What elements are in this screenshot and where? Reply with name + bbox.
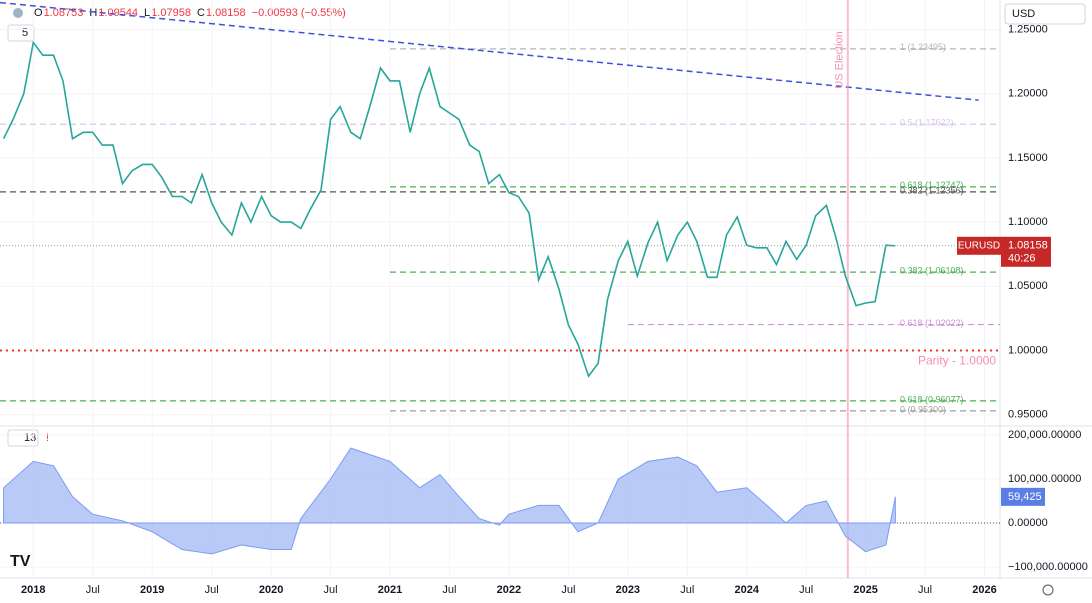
ohlc-key: C	[197, 7, 205, 19]
indicator-label: 13	[24, 432, 36, 444]
currency: USD	[1012, 8, 1035, 20]
symbol-tag	[957, 236, 1001, 255]
pane-setting: 5	[22, 27, 28, 39]
timer: 40:26	[1008, 253, 1036, 265]
x-tick-label: Jul	[205, 584, 219, 596]
y-tick-label: 1.20000	[1008, 88, 1048, 100]
fib-label: 1 (1.23495)	[900, 42, 946, 52]
trendline	[0, 1, 979, 101]
x-tick-label: 2024	[734, 584, 759, 596]
x-tick-label: 2023	[616, 584, 640, 596]
fib-label: 0.618 (1.12747)	[900, 180, 964, 190]
value-tag	[1001, 487, 1045, 506]
indicator-area	[3, 447, 896, 555]
change: −0.00593 (−0.55%)	[252, 7, 346, 19]
ohlc-key: H	[89, 7, 97, 19]
y-tick-label: 1.15000	[1008, 152, 1048, 164]
fib-label: 0.618 (0.96077)	[900, 394, 964, 404]
pane-setting-box[interactable]	[7, 24, 35, 42]
x-tick-label: 2022	[497, 584, 521, 596]
y-tick-label: 200,000.00000	[1008, 429, 1081, 441]
y-tick-label: 0.95000	[1008, 409, 1048, 421]
y-tick-label: 1.00000	[1008, 344, 1048, 356]
symbol-icon[interactable]	[13, 8, 23, 18]
fib-label: 0.382 (1.06108)	[900, 265, 964, 275]
x-tick-label: 2020	[259, 584, 283, 596]
y-tick-label: 1.25000	[1008, 23, 1048, 35]
warning-icon[interactable]: !	[46, 432, 49, 444]
ohlc-value: 1.08158	[206, 7, 246, 19]
x-tick-label: 2018	[21, 584, 45, 596]
x-tick-label: Jul	[799, 584, 813, 596]
logo: TV	[10, 553, 31, 570]
ohlc-value: 1.07958	[151, 7, 191, 19]
fib-label: 0.5 (1.17622)	[900, 118, 954, 128]
y-tick-label: 1.05000	[1008, 280, 1048, 292]
x-tick-label: Jul	[680, 584, 694, 596]
ohlc-key: O	[34, 7, 43, 19]
x-tick-label: Jul	[442, 584, 456, 596]
x-tick-label: Jul	[918, 584, 932, 596]
price-line	[2, 40, 896, 378]
last-price: 1.08158	[1008, 240, 1048, 252]
ohlc-value: 1.09544	[98, 7, 138, 19]
ohlc-key: L	[144, 7, 150, 19]
price-tag	[1001, 236, 1051, 267]
settings-icon[interactable]	[1042, 584, 1054, 596]
parity-label: Parity - 1.0000	[918, 354, 996, 368]
x-tick-label: Jul	[86, 584, 100, 596]
indicator-box[interactable]	[7, 429, 39, 447]
x-tick-label: 2019	[140, 584, 164, 596]
event-label: US Election	[834, 31, 846, 88]
currency-box[interactable]	[1004, 3, 1086, 25]
y-tick-label: 100,000.00000	[1008, 473, 1081, 485]
fib-label: 0.618 (1.02022)	[900, 318, 964, 328]
fib-label: 0.382 (1.12356)	[900, 185, 964, 195]
x-tick-label: Jul	[324, 584, 338, 596]
x-tick-label: 2025	[853, 584, 877, 596]
last-value: 59,425	[1008, 491, 1042, 503]
y-tick-label: −100,000.00000	[1008, 561, 1088, 573]
symbol-name: EURUSD	[958, 240, 1000, 251]
x-tick-label: 2021	[378, 584, 402, 596]
y-tick-label: 0.00000	[1008, 517, 1048, 529]
fib-label: 0 (0.95300)	[900, 404, 946, 414]
x-tick-label: Jul	[561, 584, 575, 596]
x-tick-label: 2026	[972, 584, 996, 596]
y-tick-label: 1.10000	[1008, 216, 1048, 228]
